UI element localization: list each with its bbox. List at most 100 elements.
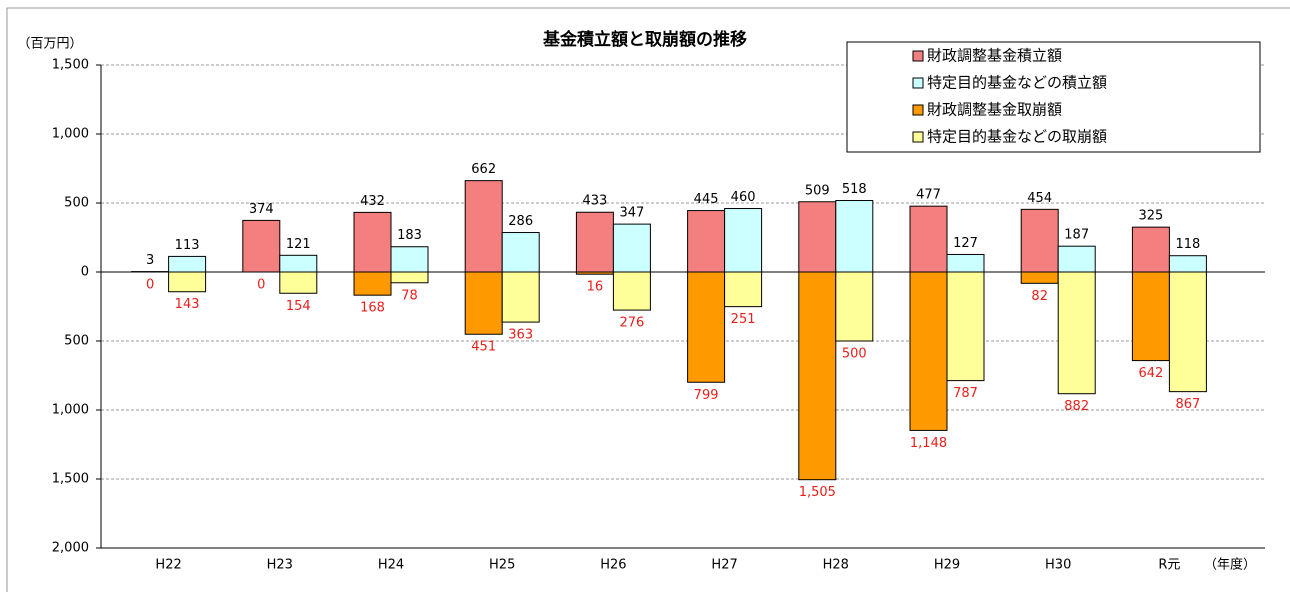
x-tick-label: H25: [489, 558, 515, 573]
bar: [724, 208, 763, 273]
bar: [1020, 208, 1059, 273]
data-label: 168: [360, 301, 385, 316]
y-tick-label: 1,000: [52, 403, 89, 418]
legend-label: 財政調整基金積立額: [927, 47, 1062, 65]
data-label: 518: [842, 182, 867, 197]
data-label: 432: [360, 194, 385, 209]
y-tick-label: 0: [81, 265, 89, 280]
y-tick-label: 1,500: [52, 472, 89, 487]
data-label: 121: [286, 237, 311, 252]
data-label: 251: [731, 312, 756, 327]
x-tick-label: H27: [711, 558, 737, 573]
data-label: 642: [1138, 366, 1163, 381]
bar: [501, 271, 540, 323]
data-label: 454: [1027, 191, 1052, 206]
bar: [353, 271, 392, 296]
y-tick-label: 1,500: [52, 58, 89, 73]
data-label: 1,505: [799, 485, 836, 500]
chart-border: [6, 7, 1290, 592]
bar: [724, 271, 763, 308]
data-label: 0: [146, 278, 154, 293]
bar: [1057, 271, 1096, 395]
y-tick-label: 500: [64, 196, 89, 211]
data-label: 787: [953, 386, 978, 401]
data-label: 16: [587, 280, 604, 295]
data-label: 325: [1138, 209, 1163, 224]
legend-label: 特定目的基金などの積立額: [927, 74, 1107, 92]
data-label: 78: [401, 288, 418, 303]
data-label: 82: [1031, 289, 1048, 304]
data-label: 882: [1064, 399, 1089, 414]
bar: [575, 211, 614, 273]
data-label: 477: [916, 188, 941, 203]
data-label: 276: [619, 316, 644, 331]
data-label: 347: [619, 206, 644, 221]
data-label: 460: [731, 190, 756, 205]
bar: [687, 271, 726, 383]
x-tick-label: H24: [378, 558, 404, 573]
data-label: 143: [175, 297, 200, 312]
bar: [946, 253, 985, 273]
bar: [464, 180, 503, 273]
data-label: 0: [257, 278, 265, 293]
bar: [687, 210, 726, 273]
bar: [168, 255, 207, 273]
x-tick-label: H29: [934, 558, 960, 573]
x-tick-label: H30: [1045, 558, 1071, 573]
bar: [1057, 245, 1096, 273]
data-label: 374: [249, 202, 274, 217]
data-label: 187: [1064, 228, 1089, 243]
data-label: 183: [397, 228, 422, 243]
y-axis-label: （百万円）: [17, 37, 82, 52]
bar: [279, 271, 318, 294]
bar: [1020, 271, 1059, 284]
y-tick-label: 500: [64, 334, 89, 349]
bar: [909, 271, 948, 431]
data-label: 3: [146, 253, 154, 268]
bar: [1168, 271, 1207, 393]
bar: [798, 271, 837, 481]
data-label: 509: [805, 183, 830, 198]
bar: [946, 271, 985, 382]
legend-swatch: [912, 104, 924, 116]
x-tick-label: R元: [1158, 558, 1180, 573]
bar: [835, 271, 874, 342]
bar: [1168, 255, 1207, 273]
legend-swatch: [912, 50, 924, 62]
data-label: 286: [508, 214, 533, 229]
bar: [279, 254, 318, 273]
bar: [464, 271, 503, 335]
bar: [501, 232, 540, 273]
x-tick-label: H28: [823, 558, 849, 573]
data-label: 799: [694, 388, 719, 403]
x-axis-label: （年度）: [1204, 557, 1256, 573]
bar: [835, 200, 874, 273]
data-label: 445: [694, 192, 719, 207]
y-tick-label: 1,000: [52, 127, 89, 142]
bar: [1131, 226, 1170, 273]
legend-swatch: [912, 131, 924, 143]
legend-swatch: [912, 77, 924, 89]
bar: [909, 205, 948, 273]
bar: [1131, 271, 1170, 362]
y-tick-label: 2,000: [52, 541, 89, 556]
chart-title: 基金積立額と取崩額の推移: [542, 29, 747, 50]
bar: [242, 219, 281, 273]
data-label: 154: [286, 299, 311, 314]
x-tick-label: H23: [267, 558, 293, 573]
bar: [612, 271, 651, 311]
bar: [353, 211, 392, 273]
data-label: 118: [1175, 237, 1200, 252]
legend-label: 財政調整基金取崩額: [927, 101, 1062, 119]
bar: [390, 271, 429, 284]
data-label: 127: [953, 236, 978, 251]
legend-label: 特定目的基金などの取崩額: [927, 128, 1107, 146]
data-label: 113: [175, 238, 200, 253]
data-label: 867: [1175, 397, 1200, 412]
bar: [612, 223, 651, 273]
data-label: 1,148: [910, 436, 947, 451]
data-label: 500: [842, 347, 867, 362]
data-label: 363: [508, 328, 533, 343]
x-tick-label: H22: [155, 558, 181, 573]
legend: 財政調整基金積立額特定目的基金などの積立額財政調整基金取崩額特定目的基金などの取…: [846, 41, 1261, 153]
